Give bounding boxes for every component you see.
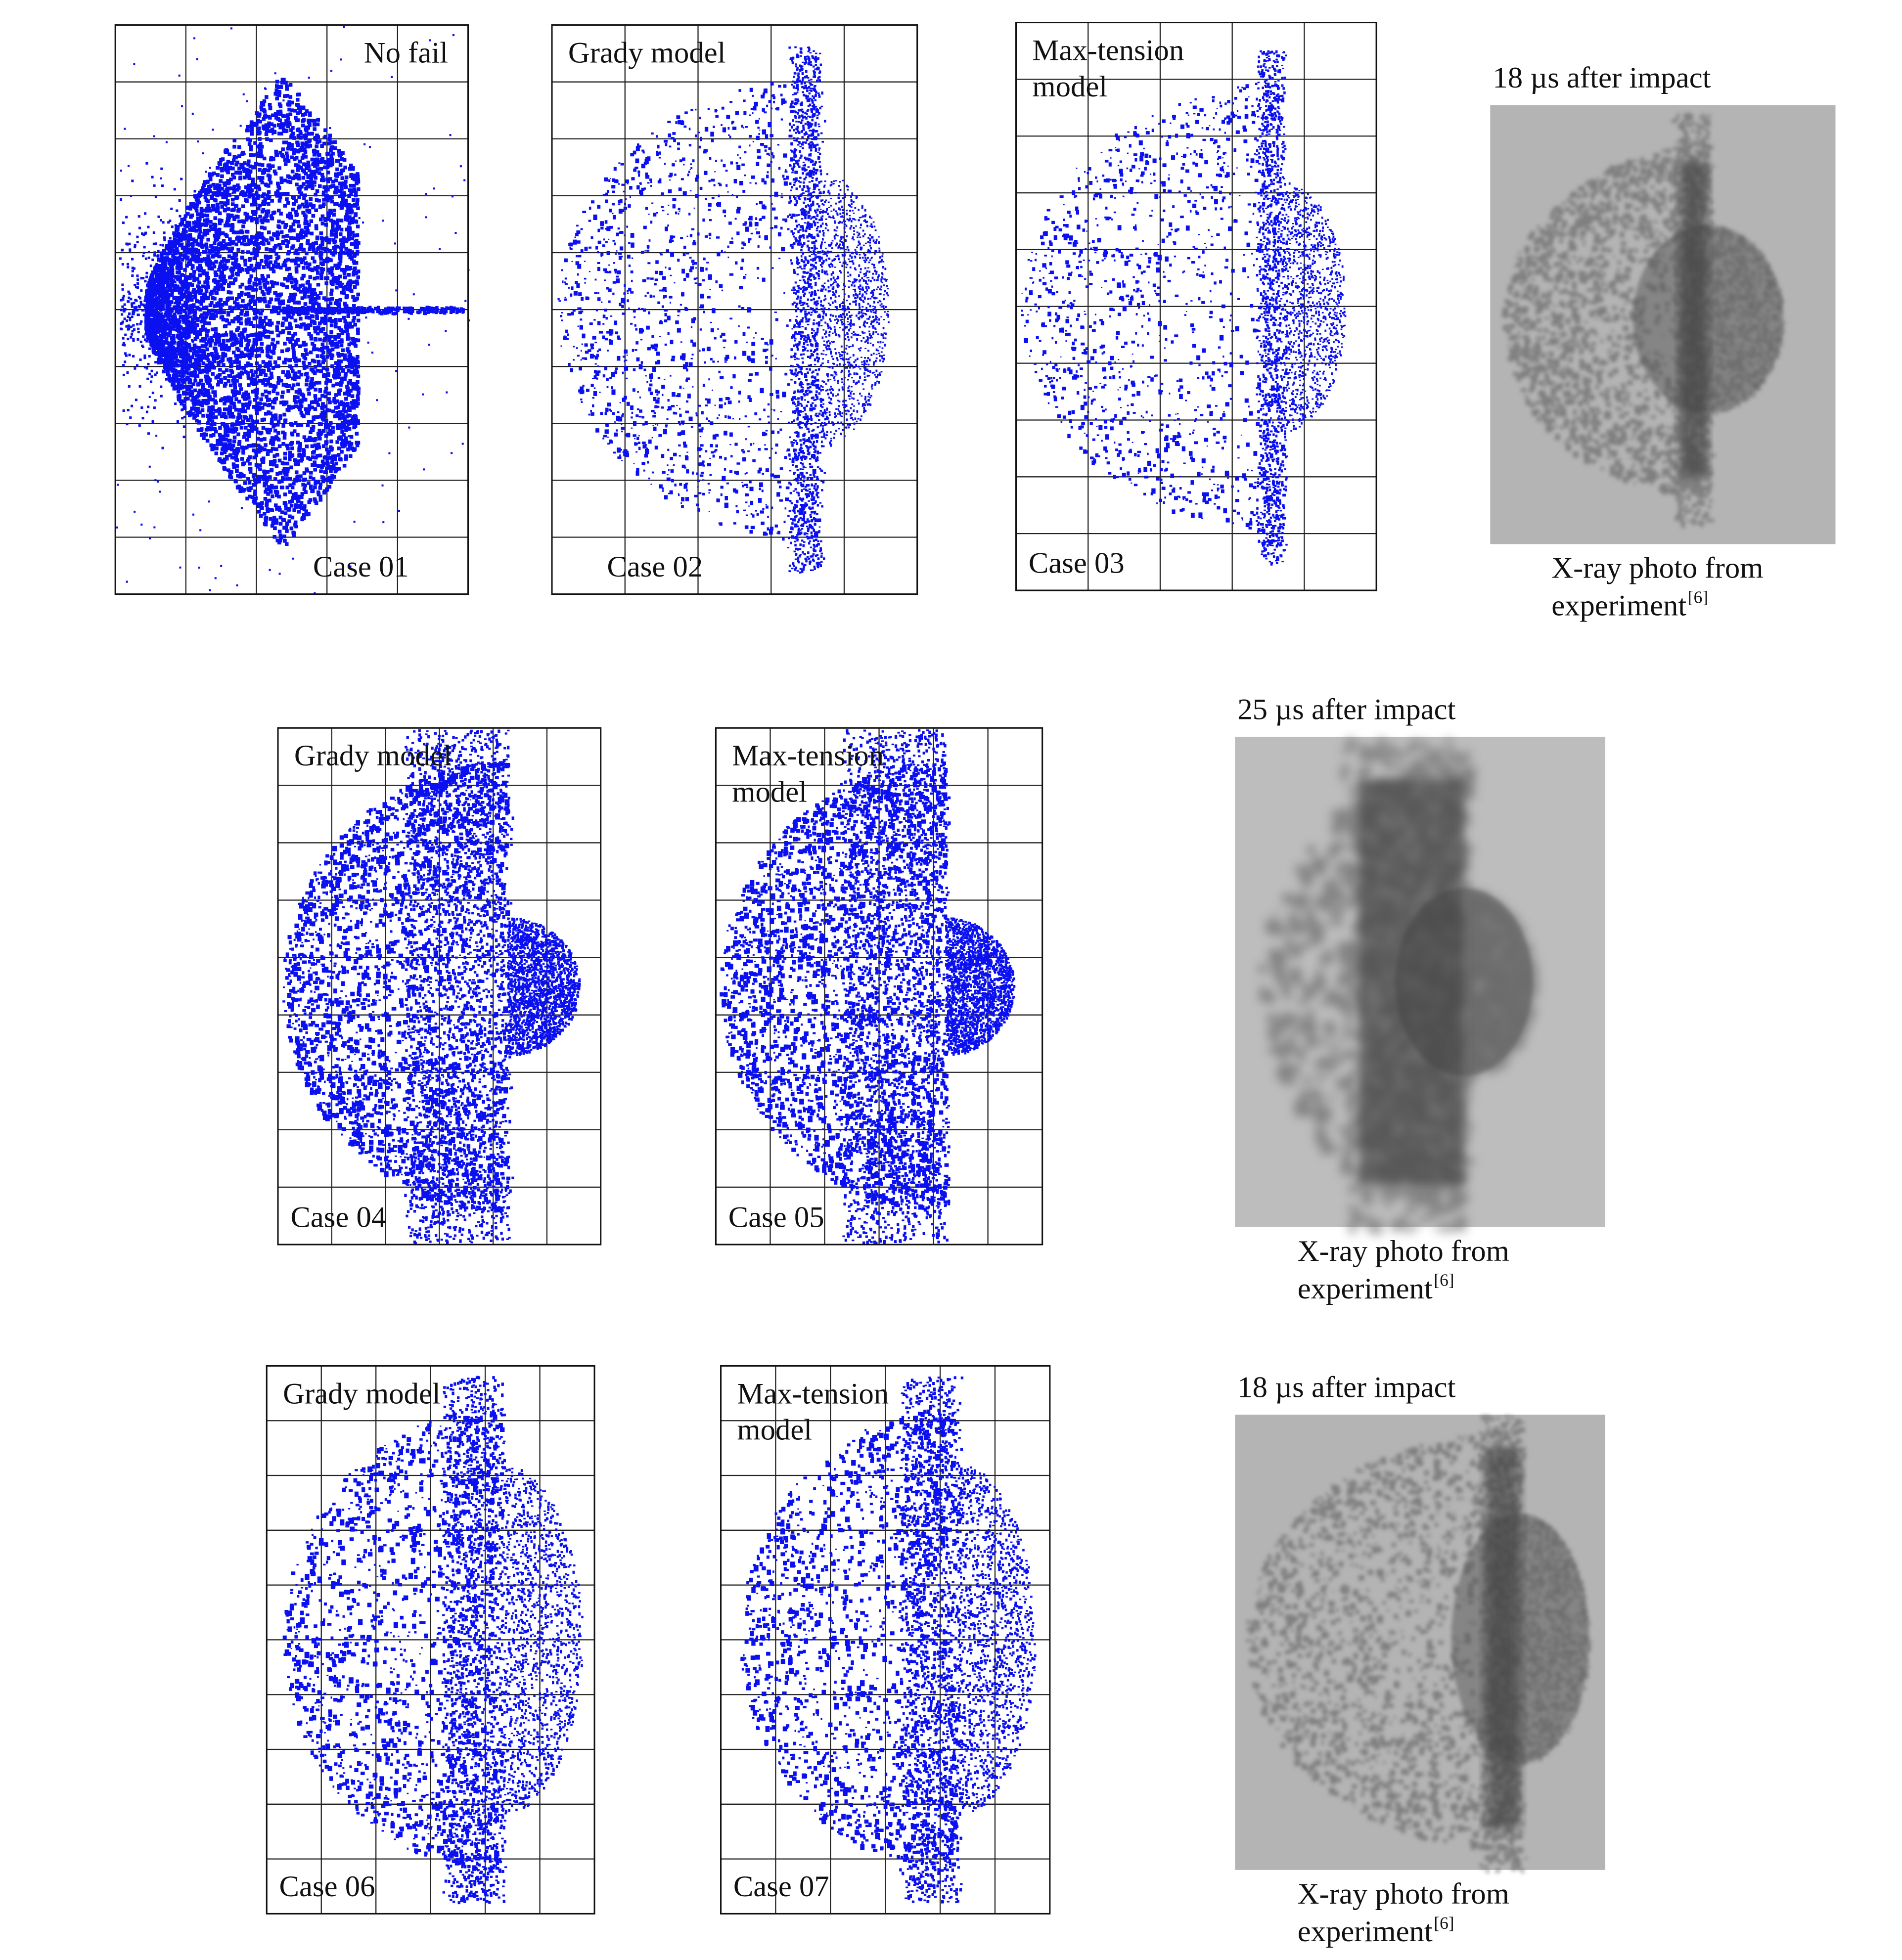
photo-title: 18 µs after impact	[1493, 61, 1711, 94]
case-label: Case 01	[313, 550, 409, 583]
debris-cloud	[116, 26, 470, 594]
photo-caption: experiment	[1298, 1915, 1433, 1948]
simulation-panel: Max-tension model Case 07	[720, 1365, 1051, 1915]
model-label: Max-tension	[737, 1377, 889, 1410]
model-label: Grady model	[283, 1377, 441, 1410]
photo-band	[1679, 161, 1708, 477]
photo-caption: X-ray photo from	[1298, 1877, 1509, 1911]
model-label: Grady model	[568, 36, 726, 69]
simulation-panel: Grady model Case 04	[277, 727, 602, 1246]
photo-caption: experiment	[1298, 1272, 1433, 1305]
case-label: Case 04	[290, 1201, 386, 1234]
simulation-panel: Grady model Case 06	[266, 1365, 595, 1915]
panel-border	[277, 727, 602, 1246]
case-label: Case 05	[728, 1201, 824, 1234]
debris-cloud	[720, 729, 1016, 1246]
photo-caption: X-ray photo from	[1298, 1235, 1509, 1268]
panel-border	[1015, 22, 1377, 591]
panel-border	[551, 24, 918, 595]
debris-cloud	[282, 1376, 584, 1905]
simulation-panel: No fail Case 01	[114, 24, 470, 595]
caption-reference: [6]	[1434, 1270, 1454, 1290]
model-label: model	[1032, 70, 1107, 103]
xray-photo: 18 µs after impact X-ray photo from experi…	[1490, 61, 1836, 623]
debris-cloud	[740, 1376, 1037, 1904]
simulation-panel: Grady model Case 02	[551, 24, 918, 595]
model-label: Max-tension	[732, 739, 884, 772]
simulation-panel: Max-tension model Case 05	[715, 727, 1043, 1246]
model-label: No fail	[364, 36, 448, 69]
case-label: Case 03	[1029, 547, 1125, 580]
photo-fragments	[1502, 112, 1786, 529]
photo-caption: X-ray photo from	[1551, 552, 1763, 585]
panel-border	[266, 1365, 595, 1915]
model-label: model	[732, 776, 807, 809]
model-label: Max-tension	[1032, 34, 1184, 67]
model-label: model	[737, 1414, 812, 1447]
photo-band	[1485, 1447, 1521, 1830]
photo-band	[1359, 779, 1464, 1185]
panel-border	[720, 1365, 1051, 1915]
case-label: Case 02	[607, 550, 703, 583]
xray-photo: 25 µs after impact X-ray photo from experi…	[1235, 693, 1606, 1305]
photo-caption: experiment	[1551, 589, 1686, 623]
debris-cloud	[1021, 50, 1347, 566]
model-label: Grady model	[294, 739, 452, 772]
panel-border	[715, 727, 1043, 1246]
caption-reference: [6]	[1688, 587, 1708, 607]
debris-cloud	[282, 729, 581, 1245]
photo-title: 25 µs after impact	[1237, 693, 1455, 726]
caption-reference: [6]	[1434, 1913, 1454, 1933]
debris-cloud	[557, 46, 890, 574]
case-label: Case 07	[733, 1870, 829, 1903]
panel-border	[114, 24, 469, 595]
photo-title: 18 µs after impact	[1237, 1371, 1455, 1404]
xray-photo: 18 µs after impact X-ray photo from experi…	[1235, 1371, 1606, 1948]
case-label: Case 06	[279, 1870, 375, 1903]
